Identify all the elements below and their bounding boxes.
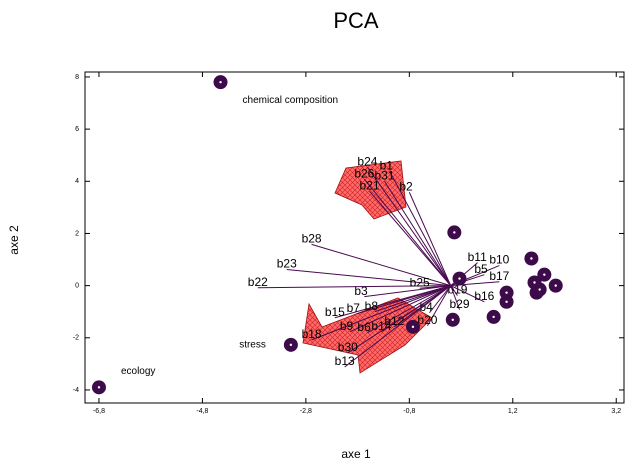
vector	[427, 285, 452, 327]
vector-label: b17	[489, 269, 509, 283]
vector	[429, 285, 452, 314]
vector-label: b26	[354, 166, 374, 180]
vector	[364, 285, 451, 298]
point-center	[458, 277, 461, 280]
point-center	[97, 386, 101, 389]
vector-label: b6	[357, 320, 371, 334]
vector-label: b12	[384, 314, 404, 328]
vector-label: b11	[468, 250, 487, 264]
vector-label: b15	[325, 305, 345, 319]
vector	[367, 166, 452, 286]
x-axis-label: axe 1	[341, 447, 371, 461]
vector-label: b10	[489, 253, 509, 267]
vector	[349, 285, 451, 333]
chart-title: PCA	[333, 8, 379, 33]
x-tick-label: 3,2	[611, 408, 621, 415]
point-center	[554, 284, 557, 287]
vector-label: b16	[474, 289, 494, 303]
point-center	[538, 288, 541, 291]
vector	[257, 285, 451, 289]
y-tick-label: 8	[75, 74, 79, 81]
vector-label: b5	[474, 262, 488, 276]
point-center	[411, 325, 415, 329]
vector-label: b7	[347, 301, 361, 315]
vector-label: b30	[338, 340, 358, 354]
vector	[374, 285, 451, 313]
point-label: stress	[239, 339, 266, 350]
vector-label: b29	[450, 297, 470, 311]
vector	[311, 285, 451, 341]
vector-label: b28	[302, 232, 322, 246]
point-center	[505, 300, 508, 303]
vector-label: b22	[248, 275, 268, 289]
vector-label: b2	[399, 179, 413, 193]
vector-label: b13	[335, 354, 355, 368]
vector	[389, 171, 452, 286]
point-center	[492, 315, 495, 319]
vector-label: b25	[410, 275, 430, 289]
vector	[347, 285, 451, 354]
vector-label: b8	[365, 299, 379, 313]
y-axis-label: axe 2	[7, 225, 21, 255]
vector-label: b24	[357, 154, 377, 168]
vector	[384, 181, 452, 286]
point-center	[543, 273, 546, 276]
x-tick-label: 1,2	[508, 408, 518, 415]
point-center	[505, 291, 508, 294]
vector	[363, 178, 452, 286]
x-tick-label: -2,8	[300, 408, 312, 415]
vector	[286, 268, 451, 287]
vector-label: b23	[277, 257, 297, 271]
point-center	[289, 343, 293, 347]
vector-label: b31	[375, 168, 395, 182]
plot-frame	[84, 71, 625, 404]
x-tick-label: -4,8	[196, 408, 208, 415]
y-tick-label: -4	[73, 387, 79, 394]
arrow-shape	[334, 160, 407, 220]
vector	[344, 285, 452, 368]
point-center	[451, 318, 454, 321]
point-center	[530, 257, 533, 260]
vector-label: b3	[354, 284, 368, 298]
y-tick-label: 2	[75, 230, 79, 237]
vector	[408, 192, 452, 286]
y-tick-label: 4	[75, 178, 79, 185]
point-label: chemical composition	[243, 95, 339, 106]
y-tick-label: -2	[73, 335, 79, 342]
point-center	[219, 80, 222, 84]
point-center	[453, 231, 456, 234]
y-tick-label: 6	[75, 126, 79, 133]
vector-label: b18	[302, 327, 322, 341]
vector	[356, 285, 451, 315]
vector-label: b20	[417, 313, 437, 327]
vector-label: b21	[360, 178, 380, 192]
vector	[369, 190, 452, 286]
vector	[450, 285, 460, 310]
vector-label: b1	[380, 159, 394, 173]
x-tick-label: -6,8	[93, 408, 105, 415]
vector	[367, 285, 451, 334]
x-tick-label: -0,8	[403, 408, 415, 415]
vector	[419, 285, 451, 289]
vector	[311, 243, 451, 287]
arrow-shape	[302, 297, 433, 374]
y-tick-label: 0	[75, 282, 79, 289]
point-center	[533, 281, 536, 284]
vector	[450, 285, 485, 303]
point-label: ecology	[121, 366, 155, 377]
